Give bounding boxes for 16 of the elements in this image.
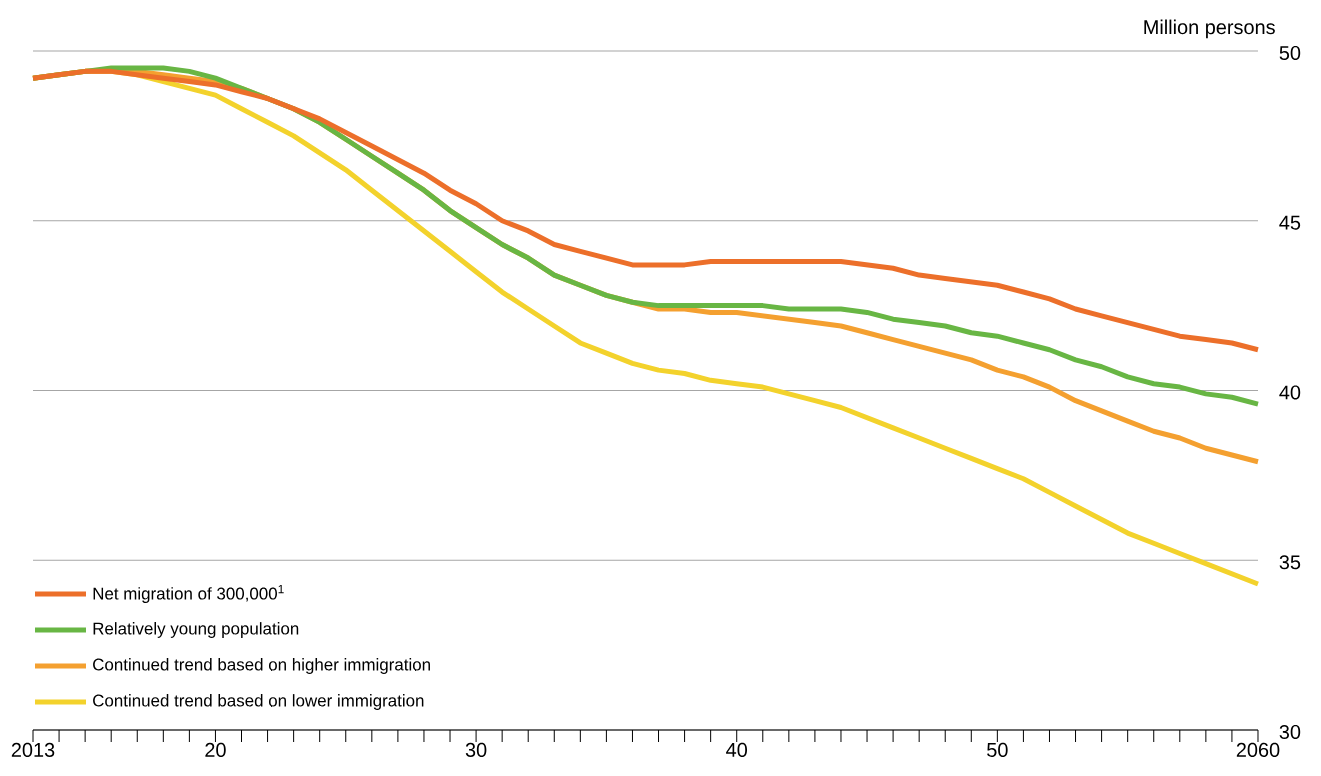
y-tick-label: 50: [1279, 45, 1301, 61]
y-axis-title: Million persons: [1144, 19, 1275, 39]
x-tick-label: 40: [726, 742, 748, 757]
x-tick-label: 30: [465, 742, 487, 757]
y-tick-label: 40: [1279, 385, 1301, 400]
legend-label: Net migration of 300,000$^{1}$: [93, 585, 284, 603]
y-tick-label: 30: [1279, 724, 1301, 740]
legend-label: Continued trend based on lower immigration: [93, 694, 424, 710]
x-tick-label: 2060: [1236, 742, 1280, 757]
x-tick-label: 20: [205, 742, 226, 757]
y-tick-label: 35: [1279, 555, 1301, 570]
legend-label: Continued trend based on higher immigration: [93, 658, 430, 674]
x-tick-label: 50: [987, 742, 1008, 757]
y-tick-label: 45: [1279, 215, 1301, 230]
legend-label: Relatively young population: [93, 622, 299, 638]
x-tick-label: 2013: [11, 742, 55, 757]
